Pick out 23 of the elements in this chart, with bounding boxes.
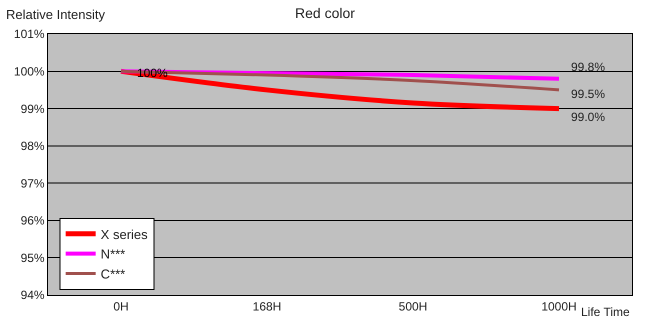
x-tick-label: 500H xyxy=(398,299,428,314)
y-tick-label: 95% xyxy=(20,250,45,265)
y-tick-label: 98% xyxy=(20,139,45,154)
x-tick-label: 0H xyxy=(113,299,129,314)
legend-label: X series xyxy=(100,226,148,242)
y-tick-label: 99% xyxy=(20,102,45,116)
y-tick-label: 101% xyxy=(14,27,45,42)
x-tick-label: 168H xyxy=(252,299,282,314)
annotation: 100% xyxy=(137,66,168,80)
x-axis-title: Life Time xyxy=(581,305,630,319)
legend-label: N*** xyxy=(100,246,126,262)
data-label: 99.0% xyxy=(571,110,606,124)
y-tick-label: 100% xyxy=(14,64,45,78)
y-tick-label: 97% xyxy=(20,176,45,190)
x-tick-label: 1000H xyxy=(541,299,577,314)
y-tick-label: 96% xyxy=(20,214,45,228)
data-label: 99.5% xyxy=(571,87,606,101)
line-series xyxy=(120,70,560,92)
y-tick-label: 94% xyxy=(20,288,45,302)
data-label: 99.8% xyxy=(571,60,606,74)
y-axis-title: Relative Intensity xyxy=(6,7,106,22)
chart-title: Red color xyxy=(295,4,356,21)
legend-label: C*** xyxy=(100,266,126,282)
